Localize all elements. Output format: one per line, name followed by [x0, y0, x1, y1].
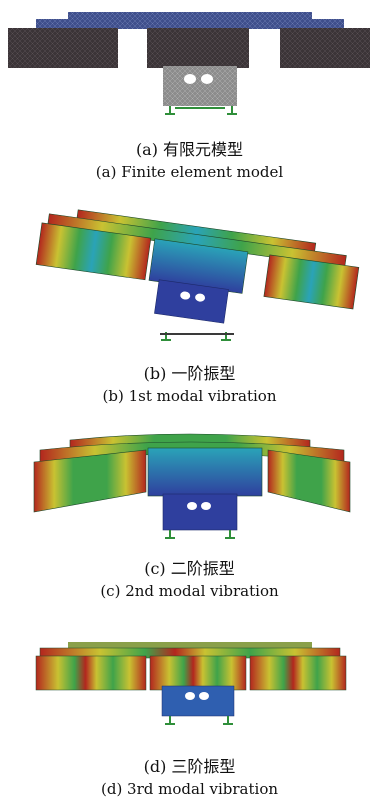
right-wing [280, 28, 370, 68]
deformed-structure-d [35, 642, 347, 717]
support-icons [165, 106, 237, 115]
bolt-hole-left [184, 74, 196, 84]
mode-shape-c-image [33, 433, 351, 539]
caption-b-en: (b) 1st modal vibration [102, 387, 277, 405]
bolt-hole-right [201, 74, 213, 84]
caption-a-en: (a) Finite element model [95, 163, 284, 181]
support-icons [165, 530, 235, 539]
mode-shape-b-image [35, 209, 360, 341]
caption-d-cn: (d) 三阶振型 [143, 757, 236, 776]
support-icons [160, 332, 234, 341]
caption-c-en: (c) 2nd modal vibration [100, 582, 279, 600]
caption-d-en: (d) 3rd modal vibration [100, 780, 279, 798]
second-plate [36, 19, 344, 29]
mode-shape-d-image [35, 642, 347, 725]
figure-d-3rd-mode [0, 630, 379, 740]
support-icons [165, 716, 233, 725]
figure-b-1st-mode [0, 196, 379, 358]
deformed-structure-c [33, 433, 351, 531]
caption-b-cn: (b) 一阶振型 [143, 364, 236, 383]
center-block [147, 28, 249, 68]
caption-a-cn: (a) 有限元模型 [135, 140, 244, 159]
figure-a-finite-element-model [0, 6, 379, 130]
caption-c-cn: (c) 二阶振型 [144, 559, 235, 578]
top-plate [68, 12, 312, 22]
deformed-structure-b [35, 209, 360, 324]
figure-c-2nd-mode [0, 420, 379, 560]
fe-mesh-image [8, 12, 370, 115]
left-wing [8, 28, 118, 68]
lower-housing [163, 66, 237, 106]
